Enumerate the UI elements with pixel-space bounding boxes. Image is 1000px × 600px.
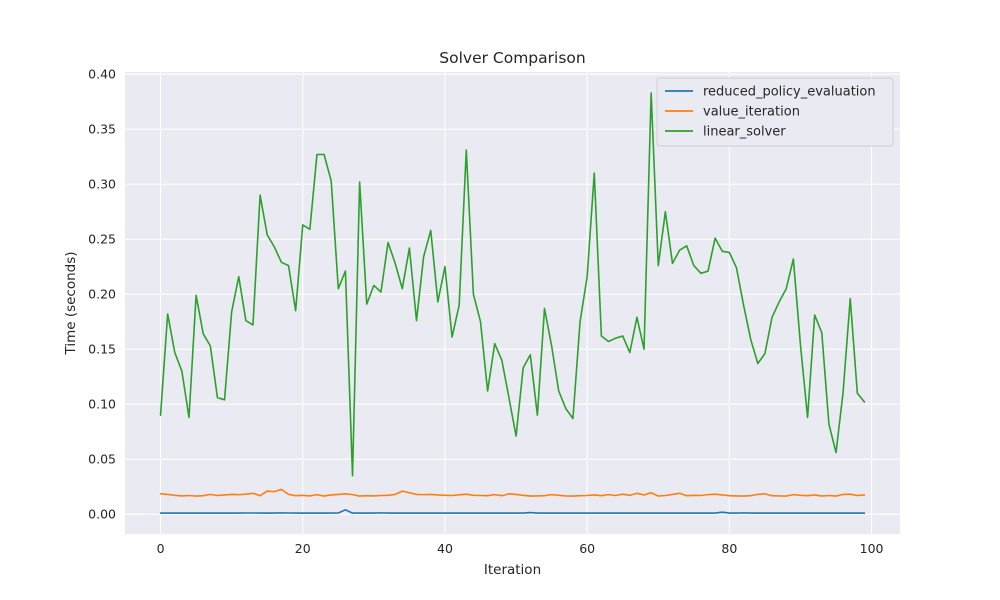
x-tick-label: 60 bbox=[579, 541, 595, 556]
y-tick-label: 0.00 bbox=[88, 507, 116, 522]
grid bbox=[125, 72, 900, 534]
series-line-reduced-policy-evaluation bbox=[159, 508, 866, 514]
x-tick-label: 100 bbox=[860, 541, 884, 556]
y-tick-label: 0.40 bbox=[88, 67, 116, 82]
legend: reduced_policy_evaluation value_iteration… bbox=[656, 77, 894, 147]
x-tick-label: 40 bbox=[437, 541, 453, 556]
y-axis-label: Time (seconds) bbox=[63, 251, 79, 355]
y-tick-label: 0.30 bbox=[88, 177, 116, 192]
y-tick-label: 0.15 bbox=[88, 342, 116, 357]
y-tick-label: 0.05 bbox=[88, 452, 116, 467]
series-line-value-iteration bbox=[159, 488, 866, 497]
series-line-linear-solver bbox=[159, 92, 866, 477]
y-tick-label: 0.35 bbox=[88, 122, 116, 137]
y-tick-label: 0.25 bbox=[88, 232, 116, 247]
legend-box bbox=[656, 77, 894, 147]
y-axis-ticks: 0.00 0.05 0.10 0.15 0.20 0.25 0.30 0.35 0.40 bbox=[88, 67, 116, 522]
x-axis-ticks: 0 20 40 60 80 100 bbox=[157, 541, 884, 556]
legend-label-reduced-policy-evaluation: reduced_policy_evaluation bbox=[703, 85, 876, 100]
y-tick-label: 0.20 bbox=[88, 287, 116, 302]
x-tick-label: 80 bbox=[721, 541, 737, 556]
legend-label-value-iteration: value_iteration bbox=[703, 105, 800, 120]
y-tick-label: 0.10 bbox=[88, 397, 116, 412]
legend-label-linear-solver: linear_solver bbox=[703, 125, 786, 140]
series-group bbox=[159, 92, 866, 514]
x-axis-label: Iteration bbox=[484, 562, 541, 578]
chart-title: Solver Comparison bbox=[439, 49, 585, 67]
x-tick-label: 0 bbox=[157, 541, 165, 556]
x-tick-label: 20 bbox=[295, 541, 311, 556]
